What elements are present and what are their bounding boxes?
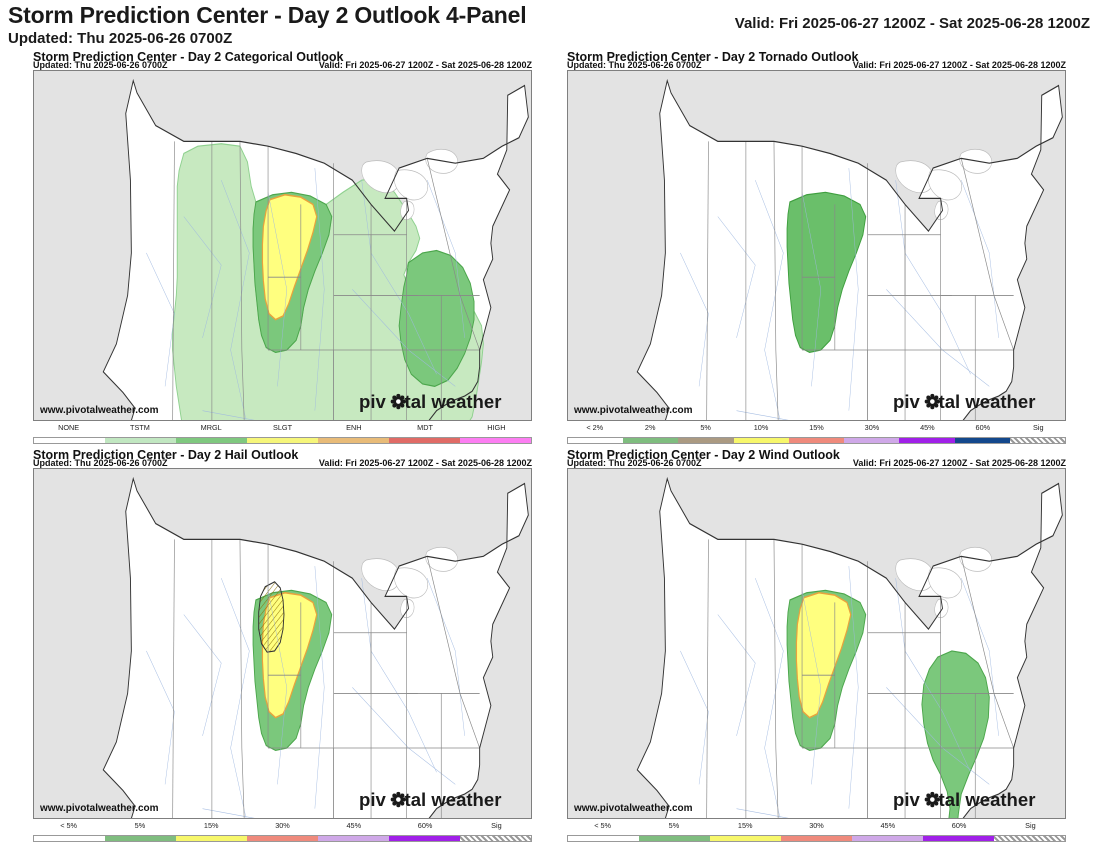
svg-text:piv: piv [893,789,920,810]
svg-text:piv: piv [359,391,386,412]
svg-text:tal weather: tal weather [939,391,1036,412]
svg-text:tal weather: tal weather [405,391,502,412]
svg-text:piv: piv [359,789,386,810]
svg-text:tal weather: tal weather [939,789,1036,810]
svg-text:tal weather: tal weather [405,789,502,810]
svg-text:piv: piv [893,391,920,412]
